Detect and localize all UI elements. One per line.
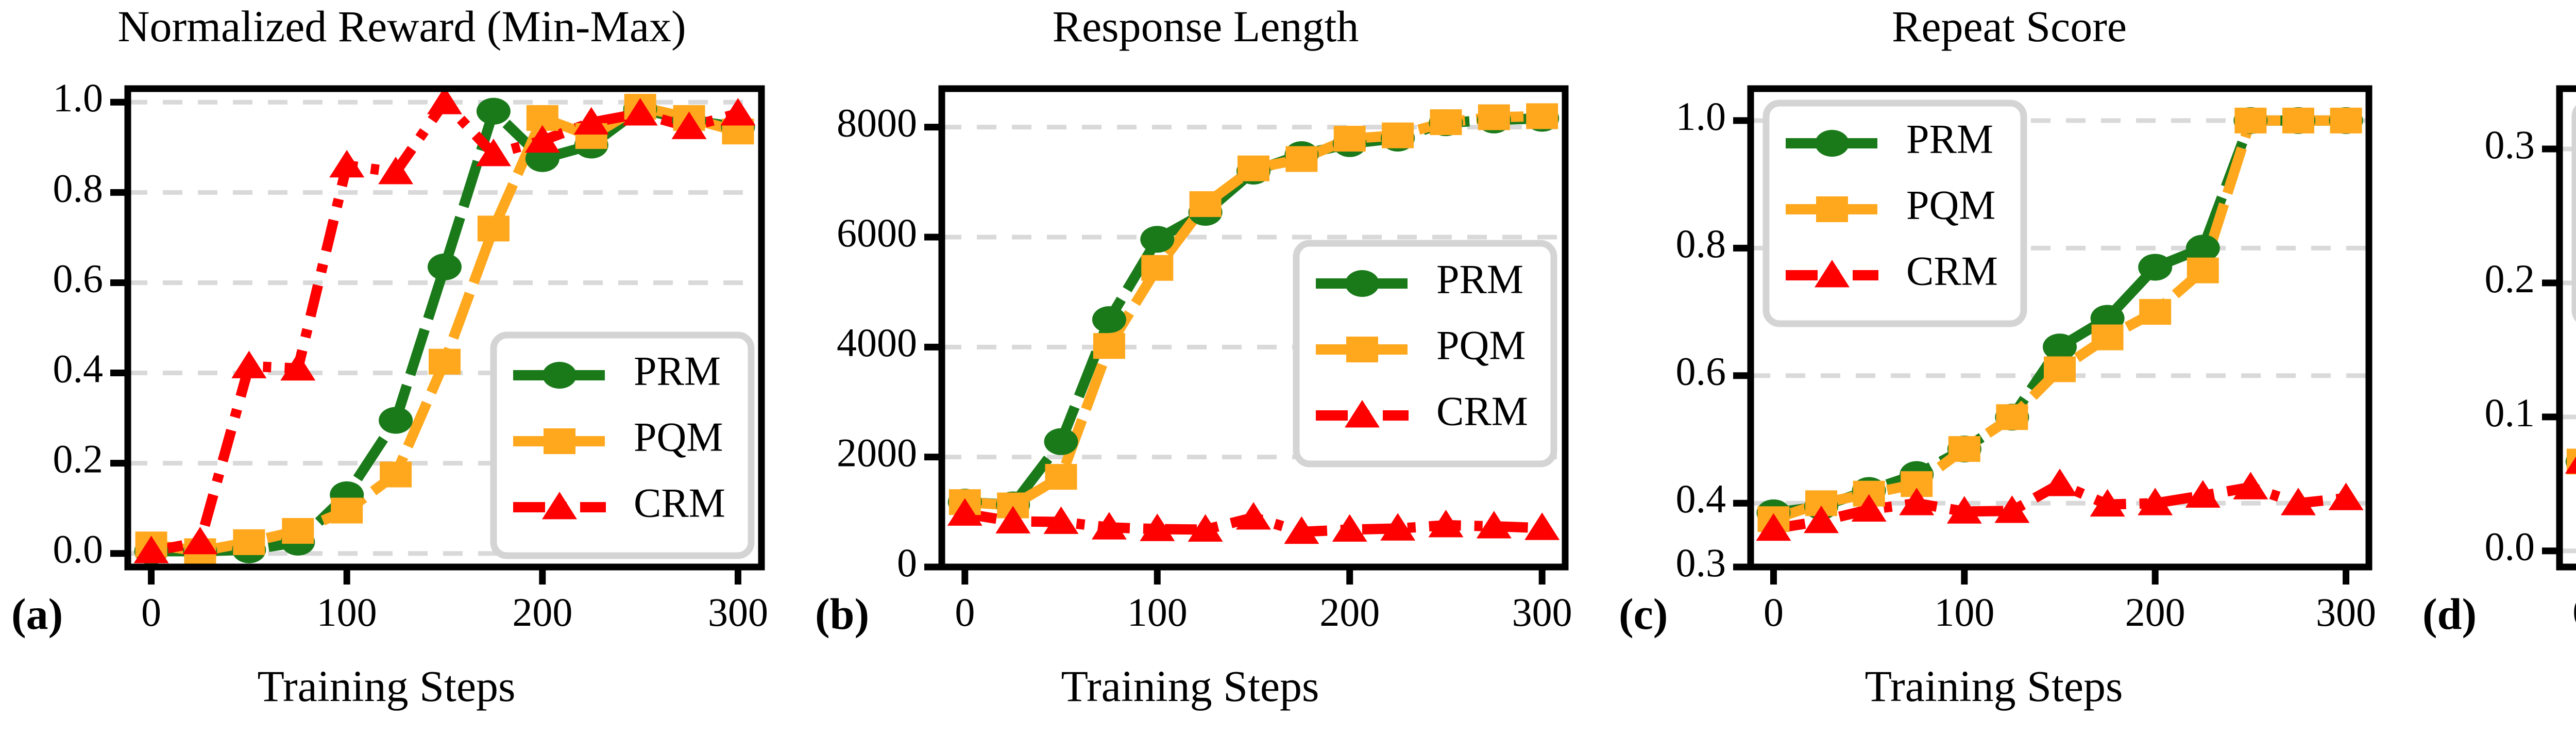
y-tick-label: 6000 [837, 210, 917, 255]
y-tick-label: 0.6 [53, 256, 104, 301]
y-tick-label: 0.4 [1676, 476, 1726, 521]
panel-c-xlabel: Training Steps [1865, 661, 2123, 711]
chart-b: 0 2000 4000 6000 8000 0 100 200 300 PRM PQM CRM [837, 85, 1572, 635]
panel-a-plot: 0.0 0.2 0.4 0.6 0.8 1.0 0 100 200 300 PRM PQM CRM [0, 0, 804, 734]
series-group [1756, 107, 2364, 541]
axes-frame [938, 85, 1569, 571]
x-axis: 0 100 200 300 [1764, 567, 2376, 635]
y-axis: 0.0 0.2 0.4 0.6 0.8 1.0 [53, 75, 128, 572]
panel-c: Repeat Score 0.3 0.4 0.6 0.8 1.0 0 100 200 300 PR… [1607, 0, 2411, 734]
legend: PRM PQM CRM [1762, 99, 2027, 327]
y-tick-label: 0.3 [1676, 540, 1726, 585]
axes-frame [1747, 85, 2372, 571]
panel-d-plot: 0.00.10.20.30100200300PRMPQMCRM [2411, 0, 2576, 734]
y-tick-label: 4000 [837, 320, 917, 365]
legend: PRM PQM CRM [490, 331, 755, 559]
panel-b-title: Response Length [1052, 2, 1359, 51]
legend-label-crm: CRM [1436, 389, 1528, 434]
y-tick-label: 1.0 [53, 75, 104, 120]
x-tick-label: 200 [2125, 590, 2185, 635]
x-tick-label: 0 [955, 590, 975, 635]
panel-a-xlabel: Training Steps [257, 661, 516, 711]
x-tick-label: 200 [1319, 590, 1380, 635]
axes-frame [124, 85, 765, 571]
x-tick-label: 200 [512, 590, 572, 635]
legend-label-pqm: PQM [1436, 323, 1526, 368]
legend-label-pqm: PQM [1906, 182, 1995, 228]
panel-a-tag: (a) [11, 589, 63, 639]
axes-frame [2556, 85, 2576, 571]
legend: PRM PQM CRM [1293, 240, 1557, 468]
legend-label-prm: PRM [634, 348, 721, 394]
y-tick-label: 0.0 [53, 527, 104, 572]
x-tick-label: 100 [1934, 590, 1994, 635]
chart-a: 0.0 0.2 0.4 0.6 0.8 1.0 0 100 200 300 PRM PQM CRM [53, 75, 768, 635]
x-tick-label: 0 [1764, 590, 1784, 635]
y-tick-label: 0.6 [1676, 349, 1726, 394]
y-axis: 0.0 0.1 0.2 0.3 [2485, 122, 2560, 569]
x-tick-label: 100 [317, 590, 377, 635]
panel-a: Normalized Reward (Min-Max) 0.0 0.2 0.4 0.6… [0, 0, 804, 734]
x-tick-label: 0 [141, 590, 161, 635]
panel-b-tag: (b) [815, 589, 870, 639]
panel-d-tag: (d) [2422, 589, 2477, 639]
x-tick-label: 300 [2316, 590, 2376, 635]
legend-label-crm: CRM [1906, 248, 1998, 294]
panel-c-tag: (c) [1619, 589, 1668, 639]
series-group [133, 89, 756, 565]
panel-d-xlabel: Training Steps [2494, 664, 2576, 708]
panel-b: Response Length 0 2000 4000 6000 8000 0 100 200… [804, 0, 1607, 734]
x-axis: 0 100 200 300 [141, 567, 768, 635]
y-tick-label: 0.2 [53, 437, 104, 481]
x-axis: 0 100 200 300 [955, 567, 1572, 635]
chart-d: 0.00.10.20.30100200300PRMPQMCRM [2485, 85, 2576, 635]
panel-a-title: Normalized Reward (Min-Max) [117, 2, 686, 51]
panel-c-plot: 0.3 0.4 0.6 0.8 1.0 0 100 200 300 PRM PQM CRM [1607, 0, 2411, 734]
legend-label-crm: CRM [634, 480, 725, 526]
y-tick-label: 8000 [837, 101, 917, 145]
legend-label-prm: PRM [1906, 116, 1993, 162]
panel-b-xlabel: Training Steps [1061, 661, 1319, 711]
series-group [947, 103, 1560, 544]
x-tick-label: 0 [2572, 590, 2576, 635]
x-tick-label: 300 [1512, 590, 1572, 635]
y-tick-label: 0.8 [1676, 221, 1726, 266]
legend-label-pqm: PQM [634, 414, 723, 460]
y-tick-label: 0.3 [2485, 122, 2535, 167]
y-tick-label: 0.8 [53, 165, 104, 210]
y-tick-label: 0.4 [53, 346, 104, 391]
panel-c-title: Repeat Score [1891, 2, 2127, 51]
y-tick-label: 0.0 [2485, 524, 2535, 569]
chart-c: 0.3 0.4 0.6 0.8 1.0 0 100 200 300 PRM PQM CRM [1676, 85, 2376, 635]
legend-label-prm: PRM [1436, 257, 1523, 302]
panel-d: AIME2024 Accuracy 0.00.10.20.30100200300… [2411, 0, 2576, 734]
panel-b-plot: 0 2000 4000 6000 8000 0 100 200 300 PRM PQM CRM [804, 0, 1607, 734]
x-tick-label: 100 [1127, 590, 1188, 635]
y-axis: 0 2000 4000 6000 8000 [837, 101, 942, 585]
y-tick-label: 2000 [837, 430, 917, 475]
y-tick-label: 0 [897, 540, 917, 585]
y-tick-label: 0.2 [2485, 256, 2535, 301]
y-tick-label: 0.1 [2485, 390, 2535, 435]
x-tick-label: 300 [708, 590, 768, 635]
y-axis: 0.3 0.4 0.6 0.8 1.0 [1676, 94, 1751, 585]
series-group [2565, 448, 2576, 475]
y-tick-label: 1.0 [1676, 94, 1726, 139]
